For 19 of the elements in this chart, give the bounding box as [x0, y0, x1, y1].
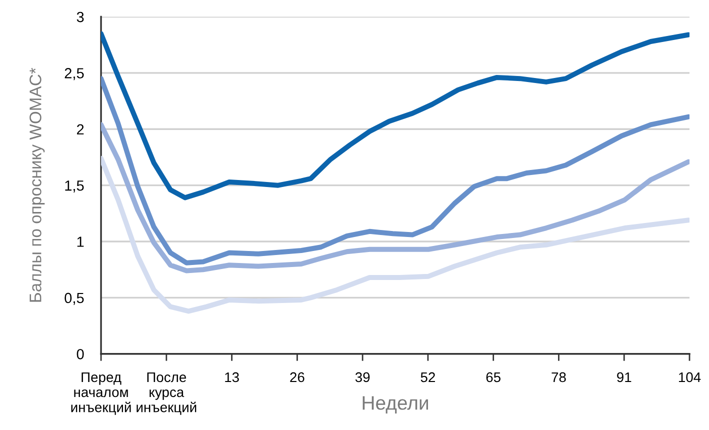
- x-tick-label: 26: [290, 372, 304, 382]
- x-tick-label: После курса инъекций: [136, 372, 196, 415]
- y-tick-label: 0,5: [64, 292, 84, 305]
- y-tick-label: 2: [76, 124, 84, 134]
- y-tick-label: 3: [76, 12, 84, 22]
- x-tick-label: 39: [355, 372, 370, 382]
- x-axis-title: Недели: [362, 396, 428, 414]
- x-tick-label: 104: [678, 372, 701, 382]
- x-tick-label: 13: [225, 372, 239, 382]
- x-tick-label: Перед началом инъекций: [71, 372, 131, 415]
- x-tick-label: 78: [552, 372, 566, 382]
- y-axis-title: Баллы по опроснику WOMAC*: [30, 68, 45, 302]
- y-tick-label: 0: [76, 348, 84, 360]
- y-tick-label: 2,5: [64, 68, 84, 80]
- x-tick-label: 52: [420, 372, 435, 382]
- x-tick-label: 65: [486, 372, 500, 382]
- y-tick-label: 1: [77, 236, 84, 247]
- y-tick-label: 1,5: [65, 180, 84, 192]
- x-tick-label: 91: [617, 372, 632, 382]
